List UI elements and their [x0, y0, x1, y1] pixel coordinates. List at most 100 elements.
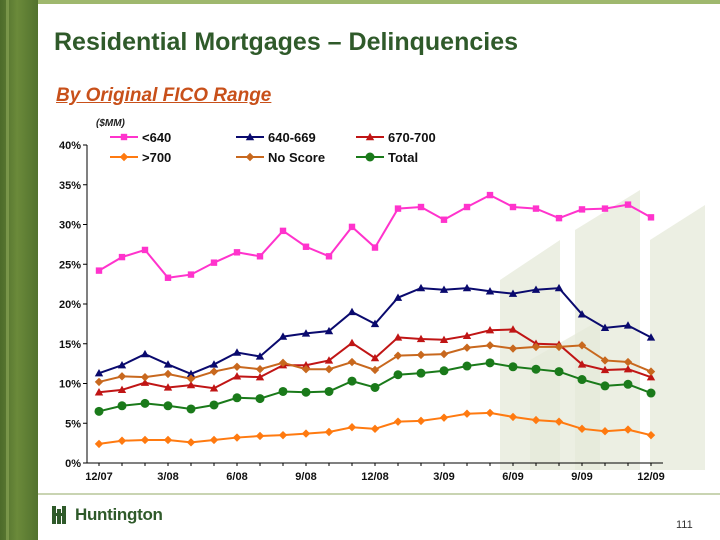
data-point: [416, 368, 426, 378]
data-point: [209, 400, 219, 410]
data-point: [531, 342, 541, 352]
data-point: [301, 387, 311, 397]
data-point: [416, 283, 426, 292]
footer-divider: [38, 493, 720, 495]
data-point: [532, 205, 540, 212]
legend-item: Total: [356, 150, 418, 165]
data-point: [462, 361, 472, 371]
data-point: [462, 409, 472, 418]
series-total: [94, 358, 656, 416]
data-point: [347, 376, 357, 386]
data-point: [439, 335, 449, 343]
legend-item: <640: [110, 130, 171, 145]
series-640-669: [94, 283, 656, 378]
data-point: [232, 362, 242, 372]
page-subtitle: By Original FICO Range: [56, 85, 272, 106]
x-tick-label: 9/09: [571, 471, 592, 483]
company-logo: Huntington: [52, 505, 163, 525]
data-point: [531, 285, 541, 293]
y-tick-label: 25%: [59, 259, 81, 271]
x-tick-label: 6/09: [502, 471, 523, 483]
data-point: [462, 331, 472, 339]
data-point: [623, 425, 633, 434]
data-point: [508, 344, 518, 353]
data-point: [486, 191, 494, 199]
data-point: [439, 285, 449, 293]
data-point: [600, 356, 610, 365]
data-point: [301, 329, 311, 337]
x-tick-label: 6/08: [226, 471, 247, 483]
data-point: [485, 287, 495, 295]
data-point: [600, 381, 610, 391]
top-accent-line: [38, 0, 720, 4]
data-point: [324, 427, 334, 437]
data-point: [245, 152, 255, 162]
data-point: [601, 205, 609, 212]
data-point: [232, 372, 242, 380]
data-point: [416, 416, 426, 426]
data-point: [508, 412, 518, 422]
data-point: [371, 244, 379, 251]
data-point: [439, 366, 449, 376]
y-tick-label: 20%: [59, 299, 81, 311]
data-point: [554, 283, 564, 292]
data-point: [393, 293, 403, 301]
data-point: [600, 365, 610, 374]
data-point: [301, 364, 311, 374]
y-tick-label: 10%: [59, 379, 81, 391]
data-point: [117, 372, 127, 381]
data-point: [485, 326, 495, 334]
data-point: [370, 424, 380, 434]
page-title: Residential Mortgages – Delinquencies: [54, 28, 519, 56]
data-point: [577, 310, 587, 318]
y-tick-label: 15%: [59, 339, 81, 351]
data-point: [117, 436, 127, 445]
data-point: [209, 384, 219, 392]
data-point: [256, 253, 264, 260]
data-point: [232, 348, 242, 356]
legend-label: No Score: [268, 150, 325, 165]
data-point: [324, 356, 334, 364]
delinquency-chart: 0% 5% 10% 15% 20% 25% 30% 35% 40% 12/07 3/08 6/08 9/…: [59, 118, 705, 483]
data-point: [623, 379, 633, 389]
data-point: [440, 216, 448, 223]
legend-label: 670-700: [388, 130, 436, 145]
data-point: [117, 361, 127, 369]
data-point: [279, 227, 287, 235]
data-point: [370, 365, 380, 375]
data-point: [117, 385, 127, 394]
data-point: [278, 430, 288, 440]
data-point: [646, 367, 656, 376]
data-point: [647, 214, 655, 221]
x-tick-label: 9/08: [295, 471, 316, 483]
x-tick-label: 3/08: [157, 471, 178, 483]
data-point: [245, 132, 255, 141]
data-point: [118, 253, 126, 261]
data-point: [508, 362, 518, 372]
data-point: [94, 439, 104, 449]
data-point: [394, 205, 402, 212]
data-point: [370, 382, 380, 392]
data-point: [347, 338, 357, 347]
data-point: [365, 152, 375, 162]
data-point: [94, 368, 104, 377]
data-point: [393, 351, 403, 360]
data-point: [301, 429, 311, 438]
data-point: [393, 333, 403, 341]
data-point: [255, 372, 265, 381]
y-tick-label: 5%: [65, 418, 81, 430]
data-point: [646, 430, 656, 440]
data-point: [324, 326, 334, 335]
left-accent-bar: [0, 0, 38, 540]
data-point: [209, 435, 219, 445]
huntington-logo-icon: [52, 506, 66, 524]
data-point: [255, 352, 265, 360]
data-point: [186, 404, 196, 414]
data-point: [462, 343, 472, 352]
series-no-score: [94, 341, 656, 387]
data-point: [94, 388, 104, 396]
chart-legend: <640 640-669 670-700 >700 No Score Total: [110, 130, 436, 165]
legend-item: No Score: [236, 150, 325, 165]
data-point: [393, 370, 403, 380]
data-point: [416, 350, 426, 360]
